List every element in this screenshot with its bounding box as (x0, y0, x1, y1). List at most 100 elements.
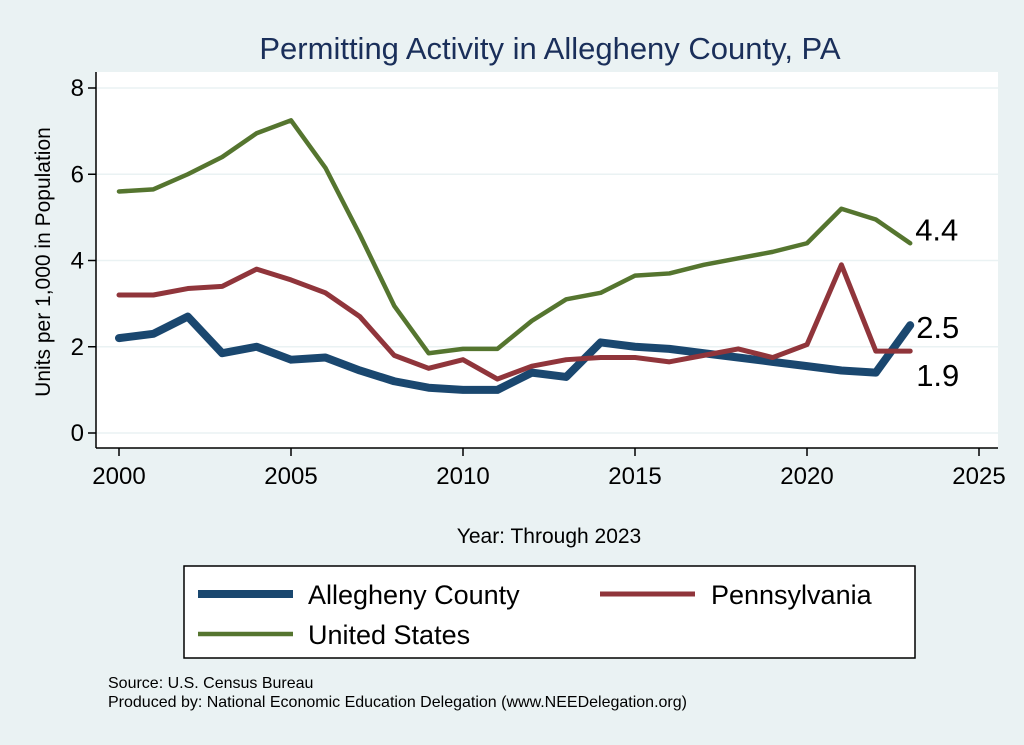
data-point-pennsylvania-2021 (840, 263, 843, 267)
x-axis-label: Year: Through 2023 (457, 525, 642, 548)
y-axis-label: Units per 1,000 in Population (32, 127, 55, 397)
y-tick-label-4: 4 (71, 248, 84, 275)
data-point-united-states-2009 (427, 352, 430, 355)
data-point-pennsylvania-2005 (289, 278, 293, 282)
chart-title: Permitting Activity in Allegheny County,… (259, 31, 841, 66)
data-point-allegheny-county-2018 (737, 356, 740, 359)
data-point-united-states-2023 (909, 242, 912, 245)
x-tick-label-2015: 2015 (608, 463, 661, 490)
data-point-allegheny-county-2005 (289, 358, 293, 361)
data-point-pennsylvania-2003 (221, 285, 224, 288)
data-point-united-states-2001 (152, 188, 155, 191)
legend-box (183, 565, 916, 659)
axes: 0 2 4 6 8 2000 2005 2010 2015 2020 2025 (71, 72, 1006, 490)
data-point-pennsylvania-2002 (186, 287, 189, 290)
data-point-united-states-2004 (255, 132, 258, 135)
series-line-pennsylvania (116, 262, 913, 382)
data-point-pennsylvania-2014 (599, 356, 602, 359)
data-point-pennsylvania-2016 (668, 360, 671, 364)
end-label-pennsylvania: 1.9 (916, 358, 959, 393)
y-tick-label-8: 8 (71, 75, 84, 102)
data-point-united-states-2014 (599, 291, 602, 295)
data-point-allegheny-county-2010 (461, 388, 465, 392)
data-point-pennsylvania-2017 (702, 354, 705, 357)
x-tick-label-2000: 2000 (92, 463, 145, 490)
data-point-pennsylvania-2007 (358, 315, 361, 318)
data-point-pennsylvania-2020 (805, 343, 809, 346)
data-point-united-states-2006 (324, 166, 327, 169)
data-point-united-states-2020 (805, 242, 809, 245)
end-label-united-states: 4.4 (915, 212, 958, 247)
data-point-allegheny-county-2011 (496, 388, 499, 392)
data-point-united-states-2002 (186, 173, 189, 176)
legend-label-united-states: United States (308, 620, 470, 650)
legend-label-pennsylvania: Pennsylvania (711, 580, 873, 610)
data-point-pennsylvania-2018 (737, 347, 740, 351)
x-tick-label-2005: 2005 (264, 463, 317, 490)
data-point-pennsylvania-2010 (461, 358, 465, 361)
data-point-pennsylvania-2012 (530, 364, 533, 368)
data-point-united-states-2005 (289, 119, 293, 122)
data-point-allegheny-county-2015 (633, 345, 637, 348)
y-tick-label-0: 0 (71, 420, 84, 447)
data-point-pennsylvania-2001 (152, 293, 155, 297)
data-point-united-states-2019 (771, 250, 774, 254)
data-point-pennsylvania-2008 (393, 354, 396, 357)
data-point-united-states-2011 (496, 347, 499, 351)
data-point-allegheny-county-2008 (393, 380, 396, 383)
data-point-allegheny-county-2001 (152, 332, 155, 336)
data-point-allegheny-county-2021 (840, 369, 843, 372)
data-point-pennsylvania-2006 (324, 291, 327, 295)
data-point-allegheny-county-2019 (771, 360, 774, 364)
data-point-united-states-2013 (565, 298, 568, 301)
data-point-pennsylvania-2011 (496, 377, 499, 381)
produced-by-note: Produced by: National Economic Education… (108, 694, 687, 711)
data-point-pennsylvania-2004 (255, 267, 258, 271)
data-point-united-states-2018 (737, 257, 740, 260)
legend-label-allegheny-county: Allegheny County (308, 580, 520, 610)
data-point-united-states-2015 (633, 274, 637, 277)
source-note: Source: U.S. Census Bureau (108, 675, 313, 692)
end-labels: 4.4 2.5 1.9 (915, 212, 959, 393)
data-point-united-states-2010 (461, 347, 465, 351)
data-point-pennsylvania-2013 (565, 358, 568, 361)
data-point-allegheny-county-2022 (874, 371, 877, 374)
data-point-allegheny-county-2004 (255, 345, 258, 348)
data-point-pennsylvania-2015 (633, 356, 637, 359)
data-point-united-states-2017 (702, 263, 705, 267)
data-point-pennsylvania-2023 (909, 349, 912, 353)
data-point-allegheny-county-2002 (186, 315, 189, 318)
data-point-pennsylvania-2019 (771, 356, 774, 359)
gridlines (96, 87, 998, 434)
data-point-united-states-2008 (393, 304, 396, 307)
data-point-united-states-2003 (221, 155, 224, 159)
data-point-united-states-2022 (874, 218, 877, 221)
data-point-pennsylvania-2009 (427, 367, 430, 370)
data-point-allegheny-county-2009 (427, 386, 430, 389)
y-tick-label-2: 2 (71, 334, 84, 361)
y-tick-label-6: 6 (71, 161, 84, 188)
data-point-allegheny-county-2000 (117, 336, 121, 340)
series-line-united-states (116, 118, 913, 356)
series-layer (115, 118, 915, 394)
data-point-allegheny-county-2012 (530, 371, 533, 374)
data-point-united-states-2000 (117, 190, 121, 193)
data-point-allegheny-county-2013 (565, 375, 568, 379)
series-line-allegheny-county (115, 312, 915, 394)
x-tick-label-2010: 2010 (436, 463, 489, 490)
data-point-united-states-2007 (358, 233, 361, 236)
data-point-allegheny-county-2023 (909, 323, 912, 327)
data-point-united-states-2021 (840, 207, 843, 210)
data-point-united-states-2016 (668, 272, 671, 275)
data-point-allegheny-county-2014 (599, 341, 602, 344)
end-label-allegheny-county: 2.5 (916, 310, 959, 345)
x-tick-label-2020: 2020 (780, 463, 833, 490)
legend: Allegheny County Pennsylvania United State… (198, 580, 873, 650)
data-point-pennsylvania-2022 (874, 349, 877, 353)
data-point-united-states-2012 (530, 319, 533, 323)
x-tick-label-2025: 2025 (952, 463, 1005, 490)
data-point-allegheny-county-2020 (805, 364, 809, 368)
data-point-allegheny-county-2007 (358, 369, 361, 372)
data-point-pennsylvania-2000 (117, 293, 121, 297)
